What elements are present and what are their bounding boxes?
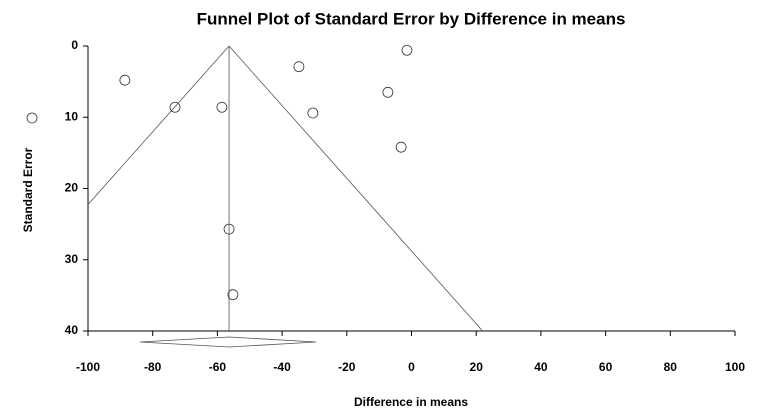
- y-axis-label: Standard Error: [21, 147, 35, 232]
- point: [26, 112, 38, 124]
- x-tick-label: -60: [209, 360, 227, 374]
- point: [216, 101, 228, 113]
- y-tick-label: 10: [65, 109, 79, 123]
- point: [395, 141, 407, 153]
- y-tick-label: 20: [65, 181, 79, 195]
- point: [223, 223, 235, 235]
- x-tick-label: 40: [534, 360, 548, 374]
- y-tick-label: 40: [65, 323, 79, 337]
- x-tick-label: 0: [408, 360, 415, 374]
- x-tick-label: 80: [664, 360, 678, 374]
- chart-title: Funnel Plot of Standard Error by Differe…: [197, 9, 626, 28]
- point: [119, 74, 131, 86]
- x-axis-label: Difference in means: [354, 395, 468, 409]
- funnel-line: [88, 46, 483, 331]
- y-tick-label: 30: [65, 252, 79, 266]
- point: [169, 101, 181, 113]
- point: [382, 86, 394, 98]
- x-tick-label: -80: [144, 360, 162, 374]
- x-tick-label: 20: [470, 360, 484, 374]
- x-tick-label: -40: [273, 360, 291, 374]
- x-tick-label: 100: [725, 360, 745, 374]
- y-tick-label: 0: [71, 38, 78, 52]
- point: [307, 107, 319, 119]
- point: [293, 61, 305, 73]
- x-tick-label: -20: [338, 360, 356, 374]
- point: [401, 44, 413, 56]
- x-tick-label: 60: [599, 360, 613, 374]
- point: [227, 289, 239, 301]
- summary-diamond: [140, 336, 317, 348]
- x-tick-label: -100: [76, 360, 100, 374]
